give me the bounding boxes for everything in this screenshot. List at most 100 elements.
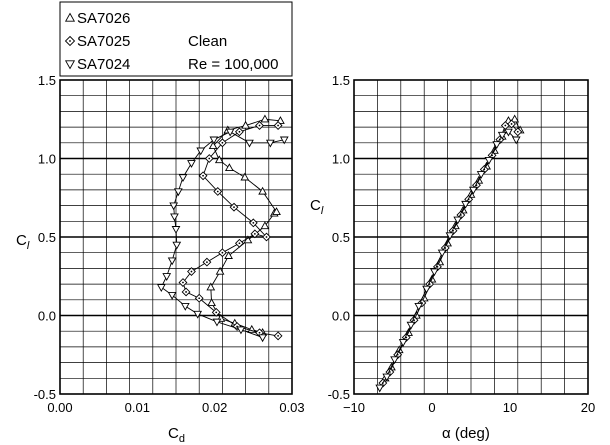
right-point-sa7026 xyxy=(510,114,520,123)
left-point-sa7026 xyxy=(207,298,216,307)
left-xtick-label: 0.00 xyxy=(47,400,72,415)
left-point-sa7026 xyxy=(258,186,267,195)
left-point-sa7025-dot xyxy=(198,297,201,300)
right-point-sa7024 xyxy=(504,128,513,137)
left-point-sa7024 xyxy=(225,128,235,137)
left-point-sa7025-dot xyxy=(238,242,241,245)
left-xtick-label: 0.03 xyxy=(279,400,304,415)
left-point-sa7024 xyxy=(196,147,206,156)
left-point-sa7025-dot xyxy=(208,157,211,160)
legend-label-sa7026: SA7026 xyxy=(77,10,130,27)
right-point-sa7024 xyxy=(422,285,431,294)
legend-marker-sa7024 xyxy=(64,60,76,70)
legend: SA7026 SA7025 SA7024 Clean Re = 100,000 xyxy=(59,1,293,77)
left-xtick-label: 0.02 xyxy=(202,400,227,415)
left-point-sa7025-dot xyxy=(238,130,241,133)
right-ytick-label: -0.5 xyxy=(328,387,350,402)
left-point-sa7024 xyxy=(171,226,181,234)
left-line-sa7025 xyxy=(182,125,279,337)
right-point-sa7025-dot xyxy=(436,265,439,268)
right-ytick-label: 1.0 xyxy=(332,152,350,167)
ticks-left: 0.00 0.01 0.02 0.03 -0.5 0.0 0.5 1.0 1.5 xyxy=(34,73,305,415)
left-xtick-label: 0.01 xyxy=(125,400,150,415)
left-point-sa7025-dot xyxy=(182,281,184,284)
left-point-sa7024 xyxy=(236,326,246,335)
left-point-sa7025-dot xyxy=(258,331,261,334)
chart-cl-vs-alpha: −10 0 10 20 -0.5 0.0 0.5 1.0 1.5 Cl α (deg) xyxy=(310,73,595,442)
xlabel-right: α (deg) xyxy=(442,425,490,442)
left-point-sa7025-dot xyxy=(252,221,255,224)
left-point-sa7024 xyxy=(212,318,222,327)
right-point-sa7024 xyxy=(476,171,486,179)
left-point-sa7026 xyxy=(224,163,234,172)
right-point-sa7024 xyxy=(492,141,502,150)
right-xtick-label: 0 xyxy=(428,400,435,415)
right-point-sa7024 xyxy=(437,249,447,258)
left-point-sa7025-dot xyxy=(258,124,261,127)
right-point-sa7024 xyxy=(453,216,463,225)
right-point-sa7024 xyxy=(511,136,521,145)
left-point-sa7026 xyxy=(272,207,281,215)
left-line-sa7024 xyxy=(160,131,285,338)
left-point-sa7024 xyxy=(162,273,172,281)
left-point-sa7026 xyxy=(260,221,270,230)
left-ytick-label: 1.0 xyxy=(38,152,56,167)
left-ytick-label: -0.5 xyxy=(34,387,56,402)
left-ytick-label: 1.5 xyxy=(38,73,56,88)
right-point-sa7024 xyxy=(461,200,470,209)
left-point-sa7026 xyxy=(240,172,250,181)
left-point-sa7024 xyxy=(167,291,177,300)
grid-right xyxy=(354,80,588,394)
left-point-sa7025-dot xyxy=(233,206,235,209)
right-series-sa7024 xyxy=(375,128,521,393)
left-point-sa7026 xyxy=(208,141,218,150)
right-xtick-label: −10 xyxy=(343,400,365,415)
right-ytick-label: 0.0 xyxy=(332,309,350,324)
right-point-sa7024 xyxy=(414,302,424,311)
left-point-sa7025-dot xyxy=(185,291,187,293)
left-point-sa7024 xyxy=(178,174,188,183)
left-point-sa7025-dot xyxy=(206,261,208,264)
left-point-sa7025-dot xyxy=(221,251,224,254)
legend-reynolds: Re = 100,000 xyxy=(188,56,279,73)
right-point-sa7024 xyxy=(406,321,416,330)
xlabel-left: Cd xyxy=(168,425,185,445)
left-ytick-label: 0.0 xyxy=(38,309,56,324)
legend-box xyxy=(59,1,293,77)
legend-marker-shape-dot xyxy=(69,40,71,42)
left-point-sa7025-dot xyxy=(190,270,193,273)
left-series-sa7025 xyxy=(178,121,283,341)
left-point-sa7026 xyxy=(206,282,216,291)
series-left xyxy=(156,114,289,343)
left-point-sa7024 xyxy=(258,334,267,343)
left-point-sa7026 xyxy=(214,155,224,164)
right-point-sa7024 xyxy=(390,356,399,365)
right-point-sa7024 xyxy=(484,156,494,165)
right-point-sa7024 xyxy=(382,373,392,382)
left-point-sa7024 xyxy=(172,241,182,250)
left-point-sa7025-dot xyxy=(202,174,204,177)
left-point-sa7024 xyxy=(187,160,196,168)
left-point-sa7026 xyxy=(224,251,233,259)
left-series-sa7024 xyxy=(156,128,289,343)
left-point-sa7024 xyxy=(245,139,254,148)
right-point-sa7025-dot xyxy=(504,124,507,127)
left-point-sa7026 xyxy=(215,266,225,275)
chart-cl-vs-cd: 0.00 0.01 0.02 0.03 -0.5 0.0 0.5 1.0 1.5 Cl Cd xyxy=(16,73,305,445)
left-point-sa7024 xyxy=(169,202,179,211)
legend-marker-sa7025 xyxy=(64,35,76,47)
right-point-sa7024 xyxy=(375,384,385,393)
ylabel-left: Cl xyxy=(16,232,30,252)
left-point-sa7024 xyxy=(170,213,179,222)
series-right xyxy=(375,114,525,393)
legend-label-sa7025: SA7025 xyxy=(77,33,130,50)
left-point-sa7024 xyxy=(167,257,177,266)
left-point-sa7024 xyxy=(209,136,219,145)
left-point-sa7025-dot xyxy=(277,124,279,127)
right-point-sa7024 xyxy=(398,339,408,347)
right-ytick-label: 1.5 xyxy=(332,73,350,88)
left-point-sa7024 xyxy=(180,302,190,311)
legend-marker-shape xyxy=(64,60,76,70)
right-point-sa7024 xyxy=(445,232,455,241)
